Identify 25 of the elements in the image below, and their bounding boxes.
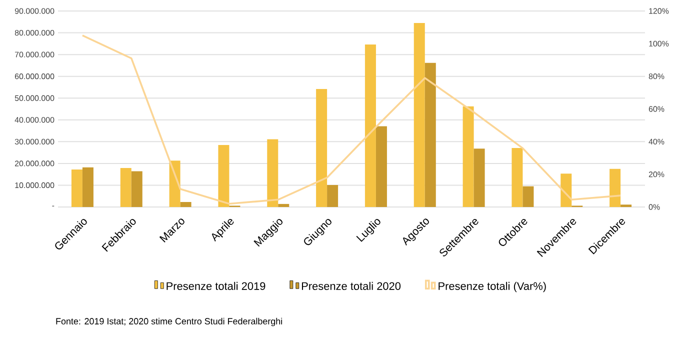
bar — [376, 126, 387, 207]
bar — [131, 171, 142, 207]
line-series — [82, 34, 622, 205]
legend-label: Presenze totali 2019 — [166, 282, 266, 290]
bar — [512, 148, 523, 207]
legend-label: Presenze totali (Var%) — [438, 282, 546, 292]
bar — [424, 62, 436, 207]
bar — [180, 202, 192, 207]
source-note: Fonte: 2019 Istat; 2020 stime Centro Studi Federalberghi — [56, 318, 282, 326]
legend-label: Presenze totali 2020 — [302, 282, 401, 290]
bar — [364, 44, 376, 207]
bar — [218, 144, 230, 207]
bar — [560, 174, 572, 207]
bar — [414, 22, 425, 207]
bar — [82, 167, 94, 207]
bar — [462, 106, 474, 207]
bar — [474, 148, 485, 207]
bar — [316, 88, 328, 207]
bar — [610, 168, 621, 207]
bar — [267, 139, 278, 207]
bar — [71, 170, 82, 207]
bar — [522, 186, 534, 207]
bar — [327, 185, 338, 207]
bar — [120, 168, 132, 207]
bar — [278, 204, 290, 207]
